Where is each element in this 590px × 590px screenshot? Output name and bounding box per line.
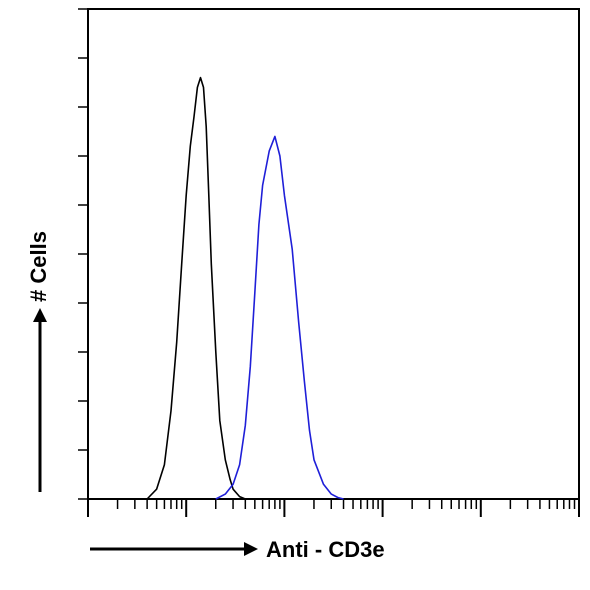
y-axis-ticks <box>78 8 88 500</box>
x-axis-ticks <box>87 499 580 517</box>
y-axis-arrowhead <box>33 308 47 322</box>
x-axis-arrowhead <box>244 542 258 556</box>
y-axis-label: # Cells <box>26 231 51 302</box>
series-layer <box>146 76 344 500</box>
plot-frame <box>87 8 580 500</box>
x-axis-label: Anti - CD3e <box>266 537 385 562</box>
histogram-series-1 <box>146 76 246 500</box>
histogram-series-2 <box>215 135 344 500</box>
